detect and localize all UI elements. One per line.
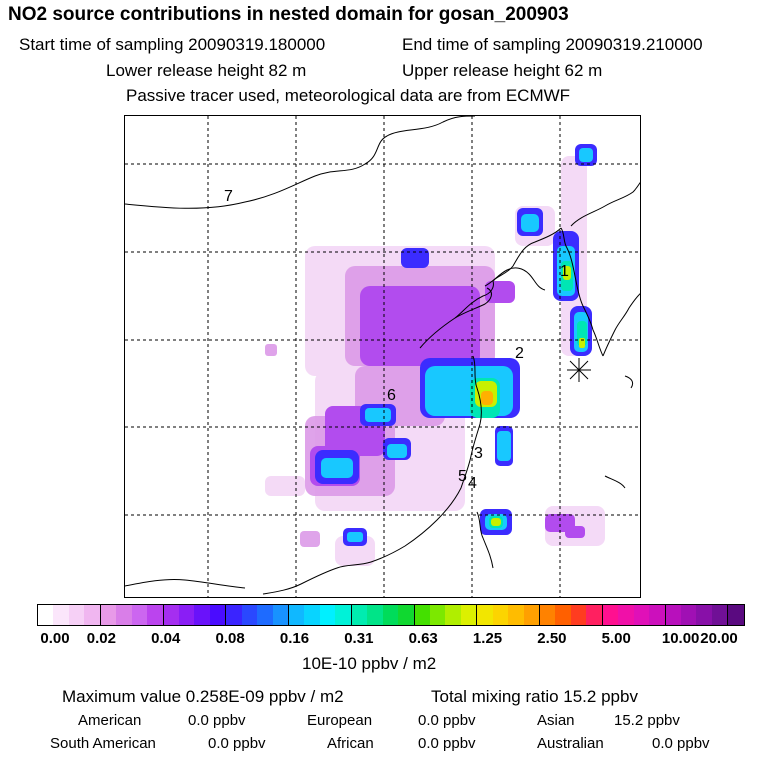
colorbar-segment — [618, 605, 634, 625]
total-mixing-label: Total mixing ratio 15.2 ppbv — [431, 687, 638, 706]
colorbar-tick-label: 20.00 — [700, 630, 738, 647]
colorbar-segment — [476, 605, 493, 625]
region-label-4: 4 — [468, 475, 477, 492]
australian-label: Australian — [537, 735, 604, 752]
region-label-2: 2 — [515, 345, 524, 362]
colorbar-tick-label: 0.08 — [215, 630, 245, 647]
colorbar-segment — [460, 605, 477, 625]
colorbar-segment — [523, 605, 539, 625]
colorbar-segment — [84, 605, 100, 625]
colorbar-segment — [539, 605, 556, 625]
colorbar-tick-label: 0.16 — [279, 630, 310, 647]
colorbar-segment — [257, 605, 273, 625]
south-american-value: 0.0 ppbv — [208, 735, 266, 752]
colorbar-tick-label: 10.00 — [661, 630, 700, 647]
american-label: American — [78, 712, 142, 729]
colorbar-segment — [601, 605, 619, 625]
colorbar-segment — [178, 605, 195, 625]
coastlines — [125, 116, 640, 595]
american-value: 0.0 ppbv — [188, 712, 246, 729]
colorbar-segment — [194, 605, 210, 625]
colorbar-segment — [272, 605, 288, 625]
colorbar-tick-label: 0.04 — [151, 630, 181, 647]
colorbar-segment — [445, 605, 461, 625]
colorbar-tick-label: 0.00 — [40, 630, 70, 647]
colorbar-segment — [131, 605, 148, 625]
map-panel: 1 2 3 4 5 6 7 — [124, 115, 641, 598]
start-time-label: Start time of sampling 20090319.180000 — [19, 35, 326, 54]
colorbar-tick-label: 1.25 — [472, 630, 503, 647]
south-american-label: South American — [50, 735, 156, 752]
upper-release-height-label: Upper release height 62 m — [402, 61, 603, 80]
colorbar-segment — [680, 605, 697, 625]
tracer-note: Passive tracer used, meteorological data… — [126, 86, 571, 105]
colorbar-segment — [413, 605, 430, 625]
colorbar-segment — [367, 605, 383, 625]
colorbar-segment — [162, 605, 179, 625]
colorbar-segment — [664, 605, 681, 625]
colorbar-tick-label: 0.63 — [408, 630, 438, 647]
australian-value: 0.0 ppbv — [652, 735, 710, 752]
region-label-5: 5 — [458, 468, 467, 485]
colorbar-tick-label: 0.31 — [344, 630, 374, 647]
asian-value: 15.2 ppbv — [614, 712, 680, 729]
colorbar-segment — [492, 605, 509, 625]
colorbar-segment — [711, 605, 728, 625]
colorbar-segment — [570, 605, 587, 625]
region-label-6: 6 — [387, 387, 396, 404]
colorbar-tick-label: 0.02 — [86, 630, 116, 647]
colorbar-segment — [209, 605, 226, 625]
colorbar-segment — [304, 605, 320, 625]
colorbar-segment — [53, 605, 69, 625]
colorbar-unit: 10E-10 ppbv / m2 — [302, 654, 437, 673]
region-label-3: 3 — [474, 445, 483, 462]
colorbar-segment — [727, 605, 744, 625]
colorbar-segment — [508, 605, 524, 625]
colorbar-segment — [555, 605, 571, 625]
african-value: 0.0 ppbv — [418, 735, 476, 752]
colorbar-tick-label: 2.50 — [537, 630, 567, 647]
african-label: African — [327, 735, 374, 752]
colorbar-segment — [147, 605, 163, 625]
plot-title: NO2 source contributions in nested domai… — [8, 4, 569, 25]
colorbar-segment — [99, 605, 117, 625]
colorbar-segment — [633, 605, 650, 625]
lat-lon-grid — [125, 116, 640, 597]
asian-label: Asian — [537, 712, 575, 729]
colorbar-tick-label: 5.00 — [601, 630, 631, 647]
end-time-label: End time of sampling 20090319.210000 — [402, 35, 703, 54]
colorbar-segment — [586, 605, 602, 625]
colorbar-segment — [319, 605, 336, 625]
european-value: 0.0 ppbv — [418, 712, 476, 729]
lower-release-height-label: Lower release height 82 m — [106, 61, 307, 80]
colorbar-segment — [335, 605, 351, 625]
region-label-7: 7 — [224, 188, 233, 205]
colorbar-segment — [696, 605, 712, 625]
european-label: European — [307, 712, 373, 729]
colorbar-segment — [68, 605, 85, 625]
asterisk-icon — [567, 358, 591, 382]
colorbar-segment — [241, 605, 258, 625]
colorbar-segment — [382, 605, 399, 625]
colorbar-segment — [116, 605, 132, 625]
colorbar-segment — [398, 605, 414, 625]
colorbar-segment — [225, 605, 242, 625]
region-label-1: 1 — [560, 263, 569, 280]
colorbar-segment — [429, 605, 446, 625]
colorbar-segment — [288, 605, 305, 625]
colorbar-segment — [649, 605, 665, 625]
concentration-field — [265, 144, 605, 566]
colorbar — [37, 604, 745, 626]
max-value-label: Maximum value 0.258E-09 ppbv / m2 — [62, 687, 344, 706]
colorbar-segment — [38, 605, 54, 625]
map-canvas: 1 2 3 4 5 6 7 — [125, 116, 640, 597]
colorbar-segment — [350, 605, 368, 625]
